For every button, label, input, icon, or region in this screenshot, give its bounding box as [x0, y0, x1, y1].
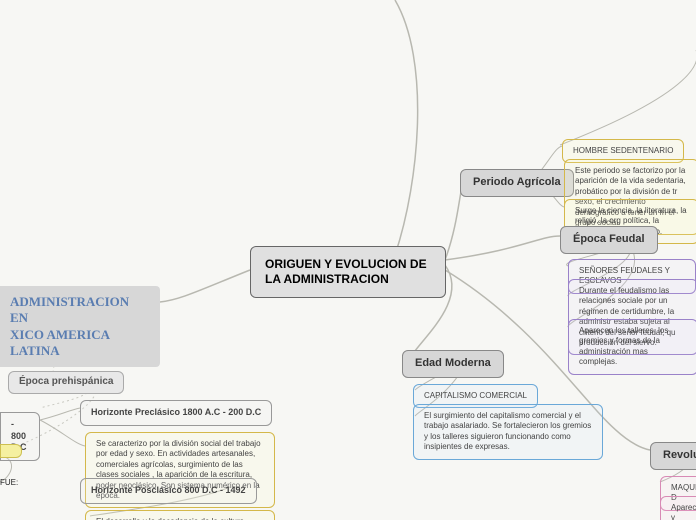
center-title: ORIGUEN Y EVOLUCION DE LA ADMINISTRACION [265, 257, 427, 286]
epoca-feudal-desc2: Aparecen los talleres, los gremios y for… [579, 326, 668, 366]
periodo-agricola-label: Periodo Agrícola [473, 176, 561, 188]
edad-moderna-desc-box[interactable]: El surgimiento del capitalismo comercial… [413, 404, 603, 460]
branch-prehispanica[interactable]: Época prehispánica [8, 371, 124, 394]
epoca-feudal-desc2-box[interactable]: Aparecen los talleres, los gremios y for… [568, 319, 696, 375]
latin-line1: ADMINISTRACION EN [10, 294, 150, 327]
posclasico-box[interactable]: Horizonte Posclásico 800 D.C - 1492 [80, 478, 257, 504]
edad-moderna-desc: El surgimiento del capitalismo comercial… [424, 411, 591, 451]
preclasico-yellow-frag [0, 444, 22, 458]
branch-periodo-agricola[interactable]: Periodo Agrícola [460, 169, 574, 197]
center-node[interactable]: ORIGUEN Y EVOLUCION DE LA ADMINISTRACION [250, 246, 446, 298]
prehispanica-label: Época prehispánica [19, 376, 113, 387]
branch-edad-moderna[interactable]: Edad Moderna [402, 350, 504, 378]
edad-moderna-label: Edad Moderna [415, 357, 491, 369]
revolucion-desc-box[interactable]: Aparecen v apropiaron procesos de [660, 496, 696, 520]
hombre-sedentenario-label: HOMBRE SEDENTENARIO [573, 146, 673, 155]
preclasico-label: Horizonte Preclásico 1800 A.C - 200 D.C [91, 407, 261, 417]
posclasico-desc-box[interactable]: El desarrollo y la decadencia de la cult… [85, 510, 275, 520]
capitalismo-label: CAPITALISMO COMERCIAL [424, 391, 527, 400]
branch-admin-latin[interactable]: ADMINISTRACION EN XICO AMERICA LATINA [0, 286, 160, 367]
mindmap-canvas: ORIGUEN Y EVOLUCION DE LA ADMINISTRACION… [0, 0, 696, 520]
latin-line2: XICO AMERICA LATINA [10, 327, 150, 360]
branch-epoca-feudal[interactable]: Época Feudal [560, 226, 658, 254]
posclasico-label: Horizonte Posclásico 800 D.C - 1492 [91, 485, 246, 495]
epoca-feudal-label: Época Feudal [573, 233, 645, 245]
branch-revolucion[interactable]: Revolució [650, 442, 696, 470]
preclasico-fue: FUE: [0, 478, 18, 487]
preclasico-box[interactable]: Horizonte Preclásico 1800 A.C - 200 D.C [80, 400, 272, 426]
revolucion-desc: Aparecen v apropiaron procesos de [671, 503, 696, 520]
revolucion-label: Revolució [663, 449, 696, 461]
